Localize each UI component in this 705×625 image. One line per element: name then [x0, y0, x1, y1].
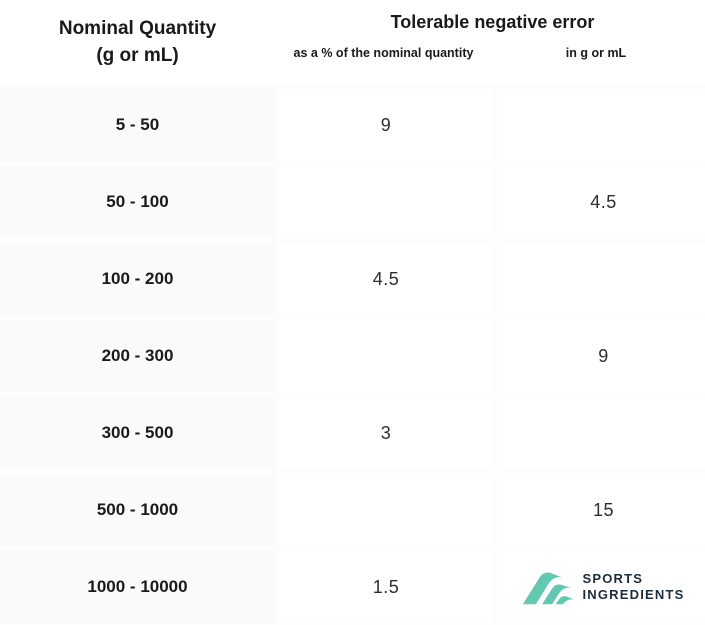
cell-absolute: 4.5: [497, 166, 705, 238]
nominal-quantity-line2: (g or mL): [96, 45, 179, 66]
cell-absolute: [497, 397, 705, 469]
nominal-quantity-line1: Nominal Quantity: [58, 18, 217, 39]
subheader-percent: as a % of the nominal quantity: [293, 46, 474, 60]
cell-percent: 3: [280, 397, 492, 469]
table-body: 5 - 50 9 50 - 100 4.5 100 - 200 4.5 200 …: [0, 89, 705, 623]
group-header-tolerable-negative-error: Tolerable negative error as a % of the n…: [280, 0, 705, 84]
brand-name-line2: INGREDIENTS: [582, 587, 685, 602]
cell-percent: [280, 166, 492, 238]
brand-name: SPORTS INGREDIENTS: [582, 571, 684, 603]
row-label: 50 - 100: [0, 166, 275, 238]
cell-percent: 4.5: [280, 243, 492, 315]
cell-absolute: 15: [497, 474, 705, 546]
row-label: 200 - 300: [0, 320, 275, 392]
group-header-title: Tolerable negative error: [390, 12, 595, 32]
brand-logo: SPORTS INGREDIENTS: [522, 564, 684, 611]
cell-brand: SPORTS INGREDIENTS: [497, 551, 705, 623]
column-header-nominal-quantity: Nominal Quantity (g or mL): [0, 0, 275, 84]
subheader-absolute: in g or mL: [565, 46, 627, 60]
row-label: 1000 - 10000: [0, 551, 275, 623]
table-header: Nominal Quantity (g or mL) Tolerable neg…: [0, 0, 705, 84]
diagonal-stripes-icon: [522, 564, 575, 611]
subheader-row: as a % of the nominal quantity in g or m…: [280, 46, 705, 60]
row-label: 300 - 500: [0, 397, 275, 469]
cell-percent: 9: [280, 89, 492, 161]
cell-absolute: 9: [497, 320, 705, 392]
row-label: 500 - 1000: [0, 474, 275, 546]
brand-name-line1: SPORTS: [582, 571, 644, 586]
cell-absolute: [497, 243, 705, 315]
row-label: 100 - 200: [0, 243, 275, 315]
cell-absolute: [497, 89, 705, 161]
cell-percent: [280, 320, 492, 392]
cell-percent: 1.5: [280, 551, 492, 623]
row-label: 5 - 50: [0, 89, 275, 161]
cell-percent: [280, 474, 492, 546]
